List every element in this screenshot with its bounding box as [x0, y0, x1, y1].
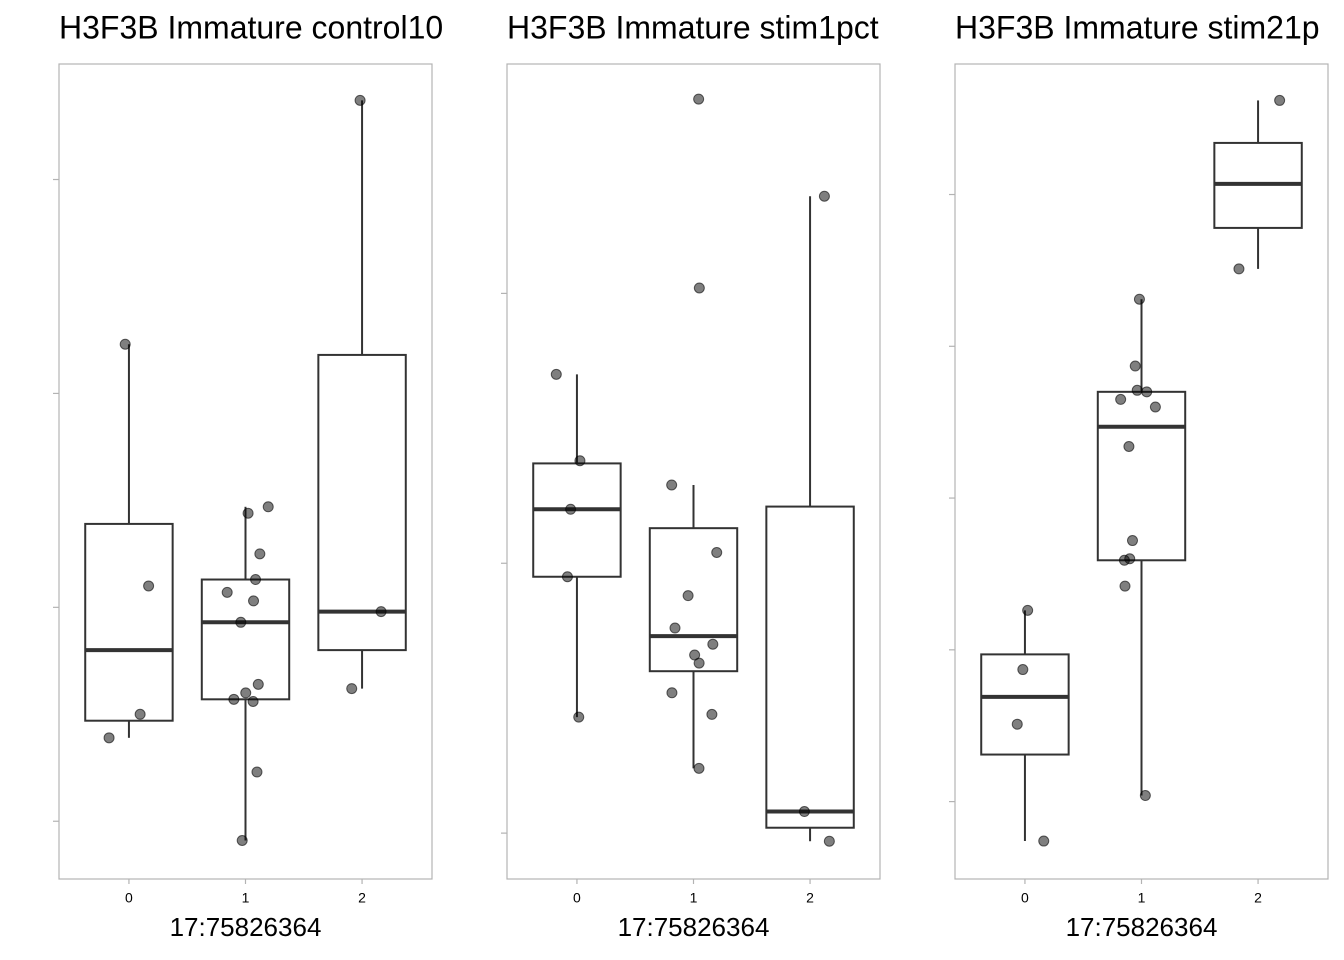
point [693, 282, 705, 294]
point [1115, 393, 1127, 405]
x-axis-label: 17:75826364 [618, 912, 770, 942]
x-axis-label: 17:75826364 [170, 912, 322, 942]
point [1126, 535, 1138, 547]
point [798, 806, 810, 818]
panel-title: H3F3B Immature stim21p [955, 9, 1320, 45]
point [1022, 604, 1034, 616]
point [143, 580, 155, 592]
point [823, 835, 835, 847]
point [250, 574, 262, 586]
point [565, 503, 577, 515]
point [240, 687, 252, 699]
point [669, 622, 681, 634]
point [134, 708, 146, 720]
point [103, 732, 115, 744]
panel-title: H3F3B Immature stim1pct [507, 9, 879, 45]
point [682, 590, 694, 602]
point [1133, 293, 1145, 305]
point [1131, 384, 1143, 396]
point [573, 711, 585, 723]
point [235, 616, 247, 628]
point [1149, 401, 1161, 413]
point [707, 638, 719, 650]
box [84, 522, 174, 722]
point [248, 595, 260, 607]
point [221, 586, 233, 598]
point [1129, 360, 1141, 372]
point [262, 501, 274, 513]
point [706, 708, 718, 720]
x-tick-label: 0 [125, 890, 133, 906]
point [375, 606, 387, 618]
box [648, 527, 739, 673]
point [1141, 386, 1153, 398]
point [1119, 580, 1131, 592]
point [1011, 718, 1023, 730]
box [200, 578, 291, 701]
x-tick-label: 1 [1138, 890, 1146, 906]
point [252, 678, 264, 690]
x-tick-label: 1 [690, 890, 698, 906]
point [1233, 263, 1245, 275]
point [254, 548, 266, 560]
point [550, 368, 562, 380]
x-tick-label: 1 [242, 890, 250, 906]
point [561, 571, 573, 583]
x-tick-label: 0 [573, 890, 581, 906]
point [119, 338, 131, 350]
point [228, 693, 240, 705]
point [574, 455, 586, 467]
point [693, 762, 705, 774]
point [1017, 664, 1029, 676]
point [818, 190, 830, 202]
box [532, 462, 622, 578]
point [1038, 835, 1050, 847]
point [251, 766, 263, 778]
x-tick-label: 2 [1254, 890, 1262, 906]
point [242, 507, 254, 519]
point [666, 479, 678, 491]
point [693, 93, 705, 105]
x-axis-label: 17:75826364 [1066, 912, 1218, 942]
point [1274, 94, 1286, 106]
point [247, 695, 259, 707]
point [1123, 440, 1135, 452]
point [236, 834, 248, 846]
panel-title: H3F3B Immature control10 [59, 9, 443, 45]
point [1118, 554, 1130, 566]
box [317, 353, 407, 652]
box [1096, 390, 1187, 562]
point [711, 546, 723, 558]
x-tick-label: 0 [1021, 890, 1029, 906]
x-tick-label: 2 [806, 890, 814, 906]
point [666, 687, 678, 699]
point [1139, 790, 1151, 802]
point [354, 94, 366, 106]
x-tick-label: 2 [358, 890, 366, 906]
point [693, 657, 705, 669]
box [765, 505, 855, 829]
point [346, 683, 358, 695]
